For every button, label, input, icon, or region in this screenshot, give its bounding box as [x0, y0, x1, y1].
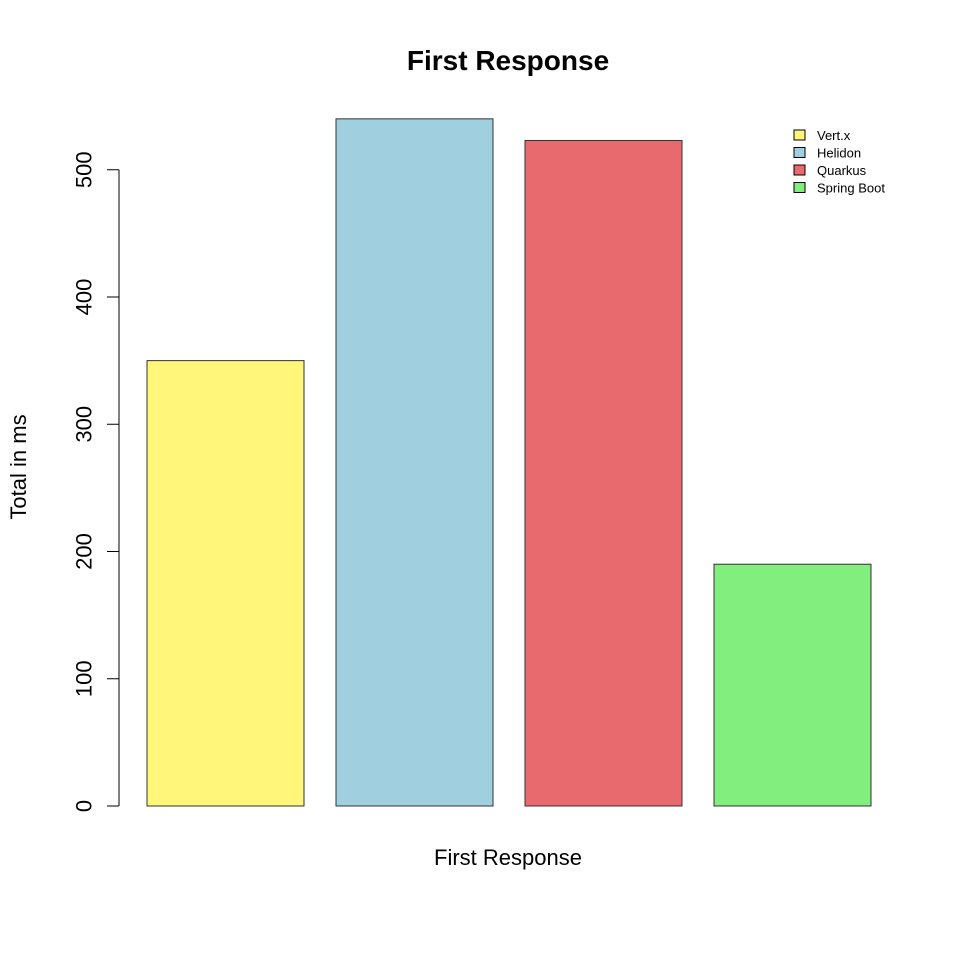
y-tick-label: 0: [72, 800, 97, 812]
legend: Vert.x Helidon Quarkus Spring Boot: [793, 128, 885, 196]
legend-swatch: [793, 147, 806, 158]
bar-spring-boot: [713, 563, 872, 807]
bars: [146, 118, 872, 807]
y-tick-label: 500: [72, 151, 97, 188]
x-axis-label: First Response: [434, 845, 582, 870]
legend-label: Vert.x: [817, 128, 851, 143]
y-axis: 0 100 200 300 400 500: [72, 151, 120, 812]
bar-helidon: [335, 118, 494, 807]
legend-swatch: [793, 182, 806, 193]
legend-label: Spring Boot: [817, 181, 885, 196]
bar-quarkus: [524, 139, 683, 807]
chart-title: First Response: [407, 45, 609, 76]
y-tick-label: 200: [72, 533, 97, 570]
legend-swatch: [793, 164, 806, 176]
y-tick-label: 100: [72, 660, 97, 697]
bar-vert-x: [146, 360, 305, 807]
legend-label: Quarkus: [817, 163, 867, 178]
legend-label: Helidon: [817, 146, 861, 161]
y-tick-label: 400: [72, 279, 97, 316]
legend-swatch: [793, 129, 806, 141]
y-tick-label: 300: [72, 406, 97, 443]
y-axis-label: Total in ms: [6, 414, 31, 519]
